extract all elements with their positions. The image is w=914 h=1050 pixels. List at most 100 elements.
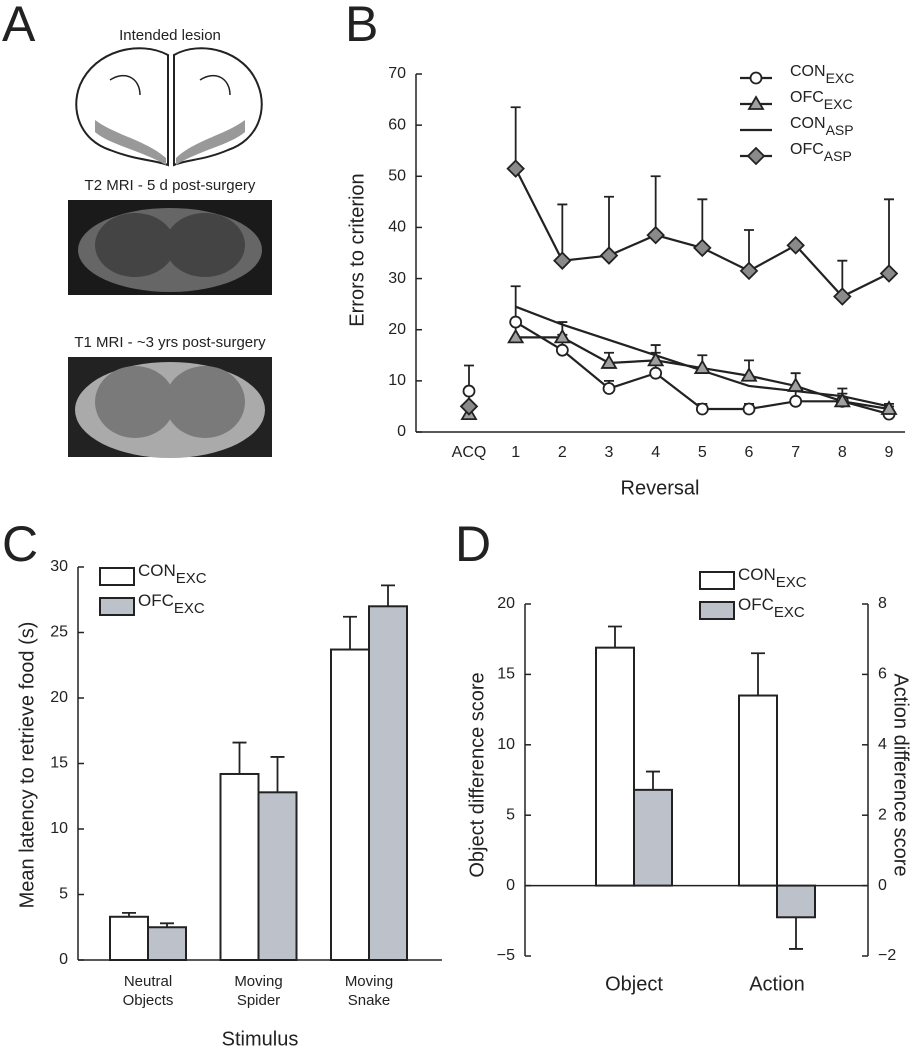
- y-tick-label: 10: [497, 736, 515, 753]
- panel-letter: C: [2, 516, 38, 572]
- legend-subscript: EXC: [176, 570, 207, 587]
- marker: [507, 328, 525, 344]
- legend-swatch: [699, 571, 735, 590]
- bar: [219, 772, 260, 961]
- error-bar: [270, 756, 285, 793]
- marker: [786, 236, 805, 255]
- legend-name: OFC: [790, 89, 824, 106]
- x-tick-label: Moving Snake: [345, 973, 393, 1009]
- bar: [257, 791, 298, 961]
- mri-image: [68, 200, 272, 295]
- x-tick-label: 5: [698, 444, 707, 461]
- marker: [787, 377, 805, 392]
- legend-name: OFC: [790, 141, 824, 158]
- x-axis-title: Stimulus: [222, 1028, 299, 1050]
- marker: [880, 400, 898, 415]
- bar: [776, 884, 816, 919]
- legend-subscript: EXC: [824, 96, 853, 112]
- legend-name: CON: [138, 561, 176, 580]
- legend-name: CON: [790, 115, 826, 132]
- bar: [330, 648, 370, 962]
- legend-subscript: EXC: [776, 574, 807, 591]
- y-tick-label: 20: [50, 689, 68, 706]
- panel-letter: B: [345, 0, 378, 52]
- y-tick-label: 50: [388, 168, 406, 185]
- legend-subscript: EXC: [774, 604, 805, 621]
- legend-name: OFC: [138, 591, 174, 610]
- y-tick-label: 60: [388, 116, 406, 133]
- y-tick-label: 0: [506, 877, 515, 894]
- marker: [739, 261, 759, 281]
- legend-name: CON: [738, 565, 776, 584]
- legend-subscript: ASP: [826, 122, 854, 138]
- marker: [599, 246, 619, 265]
- legend-name: CON: [790, 63, 826, 80]
- y-tick-label: 5: [506, 806, 515, 823]
- legend-name: OFC: [738, 595, 774, 614]
- x-tick-label: ACQ: [452, 444, 487, 461]
- x-tick-label: 3: [605, 444, 614, 461]
- legend-marker: [746, 146, 766, 166]
- error-bar: [650, 175, 661, 236]
- legend-label: CONEXC: [738, 565, 807, 590]
- label-line: Moving: [345, 973, 393, 990]
- marker: [555, 343, 569, 357]
- legend-label: CONEXC: [138, 561, 207, 586]
- y-tick-label: 6: [878, 666, 887, 683]
- x-tick-label: Neutral Objects: [123, 973, 174, 1009]
- marker: [459, 397, 479, 416]
- x-tick-label: 7: [791, 444, 800, 461]
- x-tick-label: 8: [838, 444, 847, 461]
- brain-drawing: [75, 47, 263, 167]
- marker: [833, 287, 852, 306]
- y-tick-label: 40: [388, 219, 406, 236]
- y-tick-label: −5: [497, 947, 515, 964]
- y-tick-label: 30: [50, 558, 68, 575]
- label-line: Neutral: [124, 973, 172, 990]
- error-bar: [232, 741, 247, 774]
- legend-swatch: [99, 597, 135, 616]
- y-tick-label: −2: [878, 947, 896, 964]
- y-tick-label: 25: [50, 624, 68, 641]
- marker: [506, 159, 525, 178]
- mri-caption: T2 MRI - 5 d post-surgery: [85, 177, 256, 194]
- legend-label: OFCEXC: [790, 89, 853, 111]
- marker: [509, 315, 523, 329]
- legend-subscript: EXC: [174, 600, 205, 617]
- error-bar: [510, 106, 521, 169]
- y-tick-label: 10: [388, 372, 406, 389]
- y-tick-label: 20: [388, 321, 406, 338]
- error-bar: [789, 917, 803, 950]
- y-axis-title: Errors to criterion: [346, 173, 368, 326]
- marker: [695, 402, 709, 416]
- error-bar: [122, 911, 136, 917]
- marker: [553, 251, 572, 270]
- label-line: Spider: [237, 992, 280, 1009]
- y-tick-label: 15: [50, 755, 68, 772]
- legend-swatch: [99, 567, 135, 586]
- marker: [833, 392, 851, 408]
- marker: [693, 359, 711, 374]
- error-bar: [343, 615, 357, 650]
- marker: [602, 382, 616, 395]
- marker: [600, 354, 618, 369]
- y-tick-label: 2: [878, 806, 887, 823]
- mri-caption: T1 MRI - ~3 yrs post-surgery: [74, 334, 266, 351]
- y-tick-label: 30: [388, 270, 406, 287]
- x-tick-label: 1: [511, 444, 520, 461]
- legend-label: CONASP: [790, 115, 854, 137]
- x-tick-label: 4: [651, 444, 660, 461]
- bar: [595, 646, 635, 887]
- marker: [462, 384, 476, 398]
- y-tick-label: 20: [497, 595, 515, 612]
- marker: [646, 225, 665, 245]
- legend-swatch: [699, 601, 735, 620]
- lesion-title: Intended lesion: [119, 27, 221, 44]
- y2-axis-title: Action difference score: [890, 673, 912, 876]
- y-tick-label: 5: [59, 886, 68, 903]
- error-bar: [646, 770, 660, 790]
- bar: [109, 915, 149, 962]
- y-axis-title: Mean latency to retrieve food (s): [16, 622, 38, 909]
- x-tick-label: 6: [745, 444, 754, 461]
